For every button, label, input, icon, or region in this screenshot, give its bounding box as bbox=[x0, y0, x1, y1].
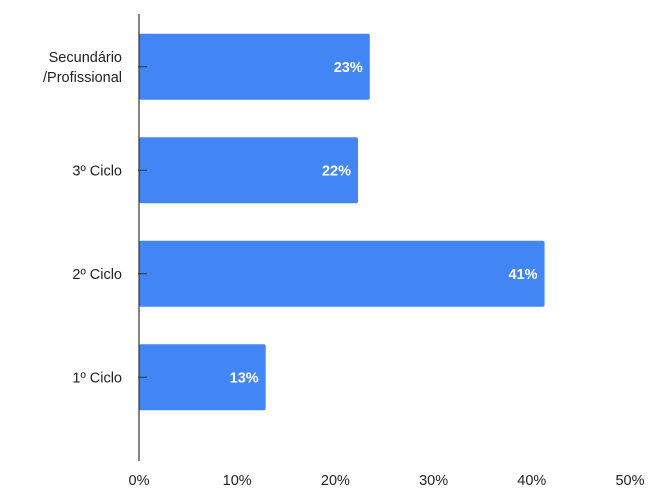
x-tick-label: 0% bbox=[129, 473, 150, 489]
data-label-4: 13% bbox=[230, 370, 259, 386]
category-label: Secundário bbox=[49, 50, 122, 66]
axis-layer bbox=[138, 14, 147, 461]
category-label: 1º Ciclo bbox=[72, 370, 122, 386]
bar-4 bbox=[139, 344, 266, 411]
bars-layer: 23% 22% 41% 13% bbox=[139, 33, 545, 411]
x-tick-labels: 0% 10% 20% 30% 40% 50% bbox=[129, 473, 645, 489]
x-tick-label: 20% bbox=[321, 473, 350, 489]
x-tick-label: 50% bbox=[615, 473, 644, 489]
category-labels: Secundário/Profissional 3º Ciclo 2º Ciclo 1… bbox=[43, 50, 122, 387]
bar-1 bbox=[139, 33, 370, 100]
bar-3 bbox=[139, 240, 545, 307]
data-label-1: 23% bbox=[334, 60, 363, 76]
bar-2 bbox=[139, 137, 358, 204]
data-label-2: 22% bbox=[322, 163, 351, 179]
category-label: 2º Ciclo bbox=[72, 267, 122, 283]
category-label: /Profissional bbox=[43, 70, 122, 86]
x-tick-label: 10% bbox=[223, 473, 252, 489]
x-tick-label: 30% bbox=[419, 473, 448, 489]
category-label: 3º Ciclo bbox=[72, 163, 122, 179]
data-label-3: 41% bbox=[509, 267, 538, 283]
x-tick-label: 40% bbox=[517, 473, 546, 489]
